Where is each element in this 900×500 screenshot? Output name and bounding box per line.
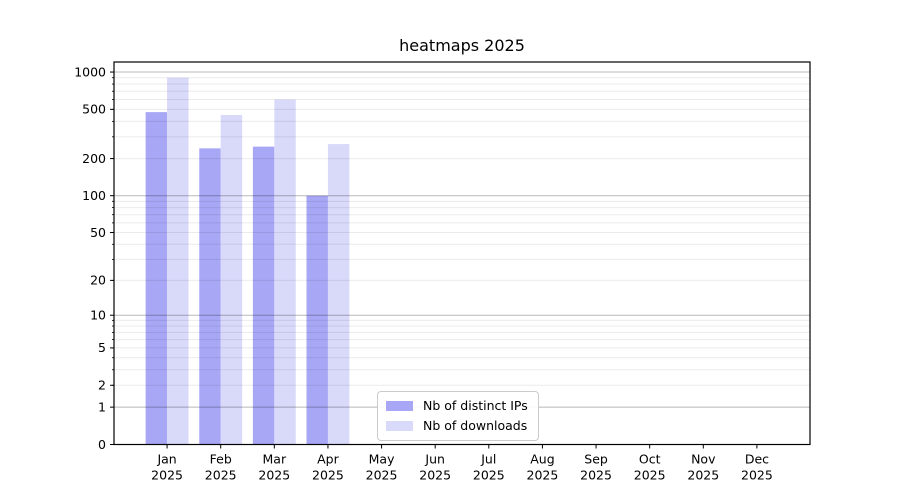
legend-swatch-distinct-ips bbox=[386, 401, 413, 411]
x-tick-year-aug: 2025 bbox=[527, 468, 559, 483]
y-tick-label-0: 0 bbox=[98, 437, 106, 452]
plot-frame bbox=[113, 61, 811, 446]
y-tick-label-1000: 1000 bbox=[74, 64, 106, 79]
legend-item-distinct-ips: Nb of distinct IPs bbox=[386, 398, 528, 414]
x-tick-label-mar: Mar bbox=[263, 452, 287, 467]
bar-nb-of-distinct-ips-mar bbox=[252, 146, 275, 445]
x-tick-label-jul: Jul bbox=[480, 452, 496, 467]
x-tick-label-nov: Nov bbox=[691, 452, 716, 467]
legend-item-downloads: Nb of downloads bbox=[386, 418, 528, 434]
legend: Nb of distinct IPs Nb of downloads bbox=[377, 391, 539, 441]
x-tick-label-apr: Apr bbox=[317, 452, 339, 467]
x-tick-year-jan: 2025 bbox=[151, 468, 183, 483]
x-tick-year-apr: 2025 bbox=[312, 468, 344, 483]
x-tick-label-sep: Sep bbox=[584, 452, 608, 467]
x-tick-year-may: 2025 bbox=[366, 468, 398, 483]
legend-swatch-downloads bbox=[386, 421, 413, 431]
bar-nb-of-downloads-mar bbox=[274, 99, 296, 445]
x-tick-year-feb: 2025 bbox=[205, 468, 237, 483]
x-tick-year-mar: 2025 bbox=[258, 468, 290, 483]
y-tick-label-100: 100 bbox=[82, 188, 106, 203]
y-tick-label-500: 500 bbox=[82, 102, 106, 117]
y-tick-label-50: 50 bbox=[90, 225, 106, 240]
y-tick-label-1: 1 bbox=[98, 399, 106, 414]
legend-label-distinct-ips: Nb of distinct IPs bbox=[423, 398, 528, 413]
x-tick-year-dec: 2025 bbox=[741, 468, 773, 483]
x-tick-label-feb: Feb bbox=[210, 452, 232, 467]
chart-title: heatmaps 2025 bbox=[399, 36, 525, 55]
y-tick-label-2: 2 bbox=[98, 378, 106, 393]
bar-nb-of-distinct-ips-feb bbox=[199, 148, 221, 445]
y-tick-label-10: 10 bbox=[90, 307, 106, 322]
y-tick-label-200: 200 bbox=[82, 151, 106, 166]
x-tick-year-sep: 2025 bbox=[580, 468, 612, 483]
bar-nb-of-downloads-jan bbox=[167, 77, 189, 445]
x-tick-label-may: May bbox=[369, 452, 395, 467]
x-tick-year-jul: 2025 bbox=[473, 468, 505, 483]
x-tick-year-jun: 2025 bbox=[419, 468, 451, 483]
bar-nb-of-downloads-apr bbox=[327, 144, 350, 445]
x-tick-year-oct: 2025 bbox=[634, 468, 666, 483]
x-tick-label-oct: Oct bbox=[639, 452, 661, 467]
y-tick-label-20: 20 bbox=[90, 273, 106, 288]
legend-label-downloads: Nb of downloads bbox=[423, 418, 528, 433]
bar-nb-of-distinct-ips-jan bbox=[145, 112, 168, 445]
x-tick-label-jun: Jun bbox=[424, 452, 445, 467]
x-tick-year-nov: 2025 bbox=[687, 468, 719, 483]
y-tick-label-5: 5 bbox=[98, 340, 106, 355]
x-tick-label-aug: Aug bbox=[530, 452, 554, 467]
x-tick-label-dec: Dec bbox=[745, 452, 769, 467]
bar-nb-of-distinct-ips-apr bbox=[306, 195, 328, 445]
bar-nb-of-downloads-feb bbox=[220, 115, 243, 445]
x-tick-label-jan: Jan bbox=[156, 452, 176, 467]
